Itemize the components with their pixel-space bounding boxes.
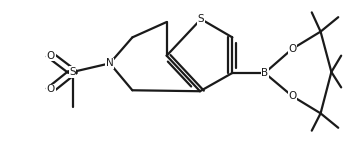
Text: S: S (69, 67, 76, 77)
Text: O: O (47, 51, 55, 61)
Text: O: O (288, 44, 296, 54)
Text: O: O (288, 91, 296, 101)
Text: N: N (106, 58, 114, 68)
Text: O: O (47, 84, 55, 94)
Text: S: S (198, 14, 204, 24)
Text: B: B (261, 68, 268, 78)
